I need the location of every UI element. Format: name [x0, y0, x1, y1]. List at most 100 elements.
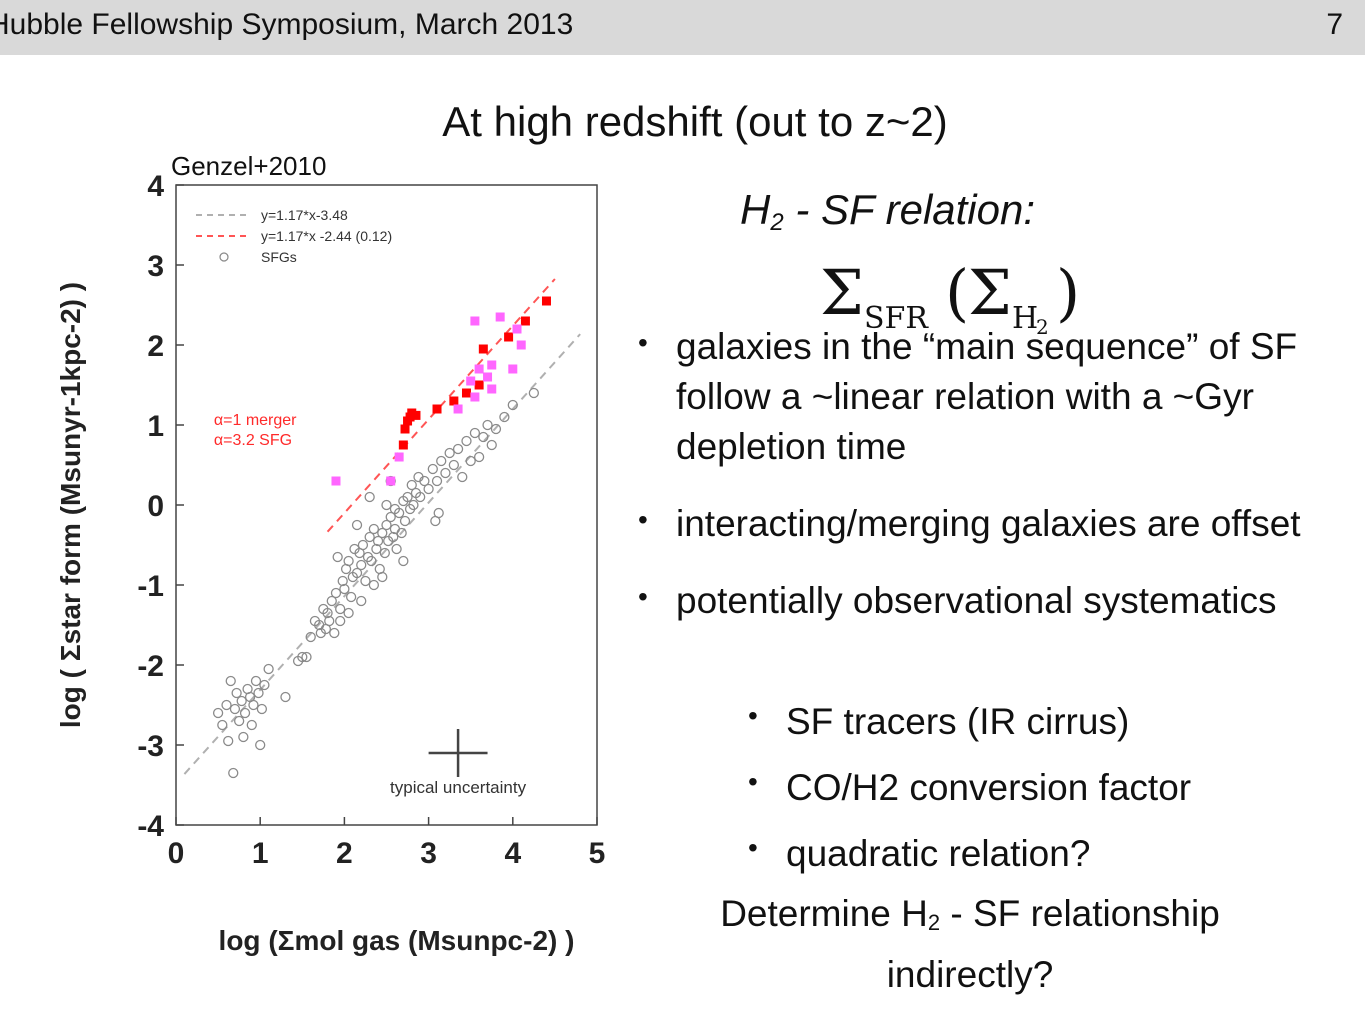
- sfg-point: [486, 439, 497, 451]
- sfg-point: [248, 699, 259, 711]
- sfg-point: [385, 511, 396, 523]
- sfg-point: [507, 399, 518, 411]
- sfg-point: [238, 731, 249, 743]
- sfg-point: [436, 455, 447, 467]
- bullet-item: potentially observational systematics: [638, 572, 1338, 626]
- sfg-point: [379, 547, 390, 559]
- relation-heading-sub: 2: [770, 209, 784, 236]
- alpha-sfg-annotation: α=3.2 SFG: [214, 432, 292, 449]
- sfg-point: [372, 535, 384, 547]
- merger-point: [411, 410, 421, 420]
- y-tick-label: 2: [147, 330, 164, 363]
- sfg-point: [427, 463, 438, 475]
- sfg-point: [297, 651, 308, 663]
- slide-number: 7: [1326, 8, 1343, 41]
- sfg-point: [408, 499, 419, 511]
- sfg-point: [322, 607, 333, 619]
- sfg-point: [246, 719, 257, 731]
- formula-paren-close: ): [1056, 256, 1080, 329]
- legend-label: y=1.17*x -2.44 (0.12): [261, 228, 392, 244]
- sfg-point: [399, 515, 411, 527]
- sfg-point: [391, 543, 402, 555]
- sfg-point: [431, 475, 443, 487]
- sfg-point: [356, 595, 367, 607]
- x-tick-label: 4: [504, 837, 521, 870]
- sfg-point: [465, 455, 476, 467]
- legend-label: y=1.17*x-3.48: [261, 207, 348, 223]
- merger-point: [331, 476, 341, 486]
- y-tick-label: -4: [137, 810, 164, 843]
- relation-heading-post: - SF relation:: [783, 186, 1036, 233]
- sfg-point: [406, 479, 417, 491]
- sfg-point: [360, 575, 371, 587]
- header-bar: Hubble Fellowship Symposium, March 2013 …: [0, 0, 1365, 55]
- sfg-point: [371, 543, 382, 555]
- sfg-point: [256, 703, 268, 715]
- scatter-chart: 0 1 2 3 4 5 4 3 2 1 0 -1 -2 -3 -4 log (Σmol gas (Msunpc…: [55, 170, 605, 956]
- merger-point: [512, 324, 522, 334]
- merger-point: [483, 372, 493, 382]
- sfg-point: [343, 607, 354, 619]
- sfg-point: [335, 615, 346, 627]
- sfg-point: [368, 523, 380, 535]
- sfg-point: [225, 675, 236, 687]
- slide-title: At high redshift (out to z~2): [442, 98, 948, 145]
- merger-point: [487, 360, 497, 370]
- relation-heading: H2 - SF relation:: [740, 186, 1035, 237]
- sfg-point: [366, 555, 377, 567]
- x-tick-label: 0: [168, 837, 185, 870]
- sfg-point: [452, 443, 464, 455]
- sfg-point: [239, 707, 251, 719]
- merger-point: [541, 296, 551, 306]
- sfg-point: [469, 427, 481, 439]
- sfg-point: [233, 715, 245, 727]
- alpha-merger-annotation: α=1 merger: [214, 412, 297, 429]
- sfg-point: [231, 687, 242, 699]
- sfg-point: [305, 631, 316, 643]
- y-tick-label: -3: [137, 730, 164, 763]
- sub-bullet-list: SF tracers (IR cirrus) CO/H2 conversion …: [748, 694, 1348, 898]
- merger-point: [520, 316, 530, 326]
- sfg-point: [228, 767, 239, 779]
- sfg-point: [528, 387, 540, 399]
- relation-heading-pre: H: [740, 186, 771, 233]
- merger-point: [461, 388, 471, 398]
- conclusion-post: - SF relationship indirectly?: [886, 893, 1220, 995]
- sfg-point: [253, 687, 264, 699]
- plot-frame: [175, 184, 598, 826]
- sfg-point: [368, 579, 380, 591]
- sfr-formula: Σ SFR ( Σ H 2 ): [820, 256, 1080, 336]
- sub-bullet-item: quadratic relation?: [748, 826, 1348, 876]
- bullet-item: interacting/merging galaxies are offset: [638, 495, 1338, 549]
- sfg-point: [419, 475, 430, 487]
- y-tick-label: 4: [147, 170, 164, 203]
- y-axis-label: log ( Σstar form (Msunyr-1kpc-2) ): [55, 282, 86, 728]
- sfg-point: [402, 491, 413, 503]
- sfg-point: [388, 531, 399, 543]
- sfg-point: [217, 719, 228, 731]
- sfg-point: [448, 459, 460, 471]
- sfg-point: [478, 431, 489, 443]
- legend-swatch: [219, 252, 229, 262]
- x-axis-label: log (Σmol gas (Msunpc-2) ): [219, 925, 575, 956]
- sfg-point: [223, 735, 234, 747]
- conclusion: Determine H2 - SF relationship indirectl…: [660, 888, 1280, 1001]
- sfg-point: [377, 571, 388, 583]
- sfg-point: [301, 651, 312, 663]
- sfg-point: [326, 595, 337, 607]
- sfg-point: [381, 499, 392, 511]
- merger-point: [394, 452, 404, 462]
- sfg-point: [259, 679, 270, 691]
- citation: Genzel+2010: [171, 151, 327, 181]
- x-tick-label: 1: [252, 837, 269, 870]
- merger-point: [504, 332, 514, 342]
- sfg-point: [229, 703, 241, 715]
- sfg-point: [389, 503, 401, 515]
- merger-point: [478, 344, 488, 354]
- sfg-point: [381, 519, 392, 531]
- sfg-point: [444, 447, 455, 459]
- sfg-point: [343, 555, 354, 567]
- merger-point: [470, 392, 480, 402]
- x-tick-label: 2: [336, 837, 353, 870]
- sfg-point: [499, 411, 510, 423]
